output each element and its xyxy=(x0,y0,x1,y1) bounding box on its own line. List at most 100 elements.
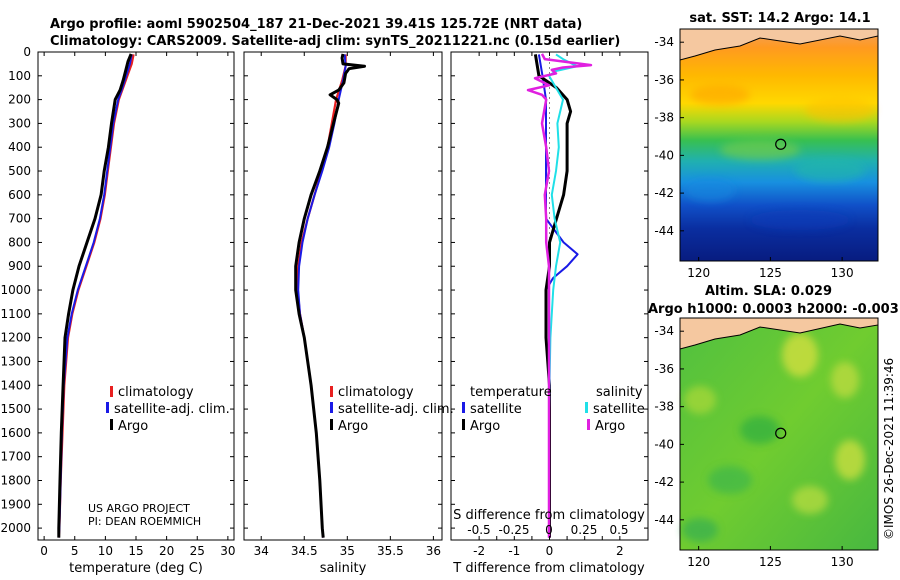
x-tick-label: 35.5 xyxy=(377,544,404,558)
x-tick-label: 0 xyxy=(40,544,48,558)
x-tick-label: 0 xyxy=(546,544,554,558)
difference-series xyxy=(526,52,593,540)
sla-map: 120 125 130 -34 -36 -38 -40 -42 -44 xyxy=(654,317,879,569)
depth-axis: 0 100 200 300 400 500 600 700 800 900 1000 1100 1200… xyxy=(0,45,648,535)
x-tick-label: 20 xyxy=(159,544,174,558)
map-lat-label: -36 xyxy=(654,362,674,376)
series-line-satellite-adj-clim- xyxy=(57,54,133,538)
map-lat-label: -40 xyxy=(654,148,674,162)
temperature-panel-frame xyxy=(37,51,235,541)
legend-swatch-t-argo xyxy=(462,419,465,430)
sst-texture xyxy=(685,85,875,230)
sla-texture xyxy=(682,333,865,542)
legend-swatch-satellite xyxy=(106,402,109,413)
argo-position-marker xyxy=(775,427,787,439)
sla-map-title-line1: Altim. SLA: 0.029 xyxy=(705,284,832,299)
legend-swatch-s-argo xyxy=(587,419,590,430)
legend-label-t-argo: Argo xyxy=(470,419,500,434)
depth-tick-label: 1200 xyxy=(0,331,31,345)
figure-title-line1: Argo profile: aoml 5902504_187 21-Dec-20… xyxy=(50,17,582,32)
legend-label-climatology: climatology xyxy=(118,385,194,400)
s-diff-tick-label: 0.5 xyxy=(609,523,628,537)
x-tick-label: 5 xyxy=(71,544,79,558)
legend-label-satellite: satellite-adj. clim. xyxy=(114,402,230,417)
x-axis-ticks: 0 5 10 15 20 25 30 34 34.5 35 35.5 36 -2 -1 0 2 -0.5 -0.2… xyxy=(40,52,629,558)
s-diff-tick-label: 0 xyxy=(545,523,553,537)
depth-tick-label: 1400 xyxy=(0,378,31,392)
series-line-satellite-adj-clim- xyxy=(297,54,347,538)
legend-label-argo: Argo xyxy=(338,419,368,434)
map-lat-label: -42 xyxy=(654,475,674,489)
salinity-panel-frame xyxy=(243,51,443,541)
map-lon-label: 130 xyxy=(831,555,854,569)
depth-tick-label: 1100 xyxy=(0,307,31,321)
depth-tick-label: 500 xyxy=(8,164,31,178)
legend-swatch-climatology xyxy=(330,386,333,397)
x-tick-label: 30 xyxy=(220,544,235,558)
x-tick-label: 15 xyxy=(128,544,143,558)
figure-title-line2: Climatology: CARS2009. Satellite-adj cli… xyxy=(50,34,620,49)
s-diff-tick-label: 0.25 xyxy=(571,523,598,537)
x-tick-label: 10 xyxy=(98,544,113,558)
sst-map-ticks: 120 125 130 -34 -36 -38 -40 -42 -44 xyxy=(654,35,853,280)
legend-swatch-satellite xyxy=(330,402,333,413)
depth-tick-label: 1000 xyxy=(0,283,31,297)
map-lat-label: -42 xyxy=(654,186,674,200)
depth-tick-label: 400 xyxy=(8,140,31,154)
s-difference-xlabel: S difference from climatology xyxy=(453,508,645,523)
argo-position-marker xyxy=(775,138,787,150)
map-lon-label: 125 xyxy=(759,266,782,280)
depth-tick-label: 100 xyxy=(8,69,31,83)
series-line-argo xyxy=(57,53,133,538)
map-lat-label: -38 xyxy=(654,111,674,125)
temperature-series xyxy=(57,53,135,538)
temperature-legend: climatology satellite-adj. clim. Argo US… xyxy=(88,385,230,528)
depth-tick-label: 1900 xyxy=(0,497,31,511)
depth-tick-label: 900 xyxy=(8,259,31,273)
map-lat-label: -44 xyxy=(654,224,674,238)
legend-title-salinity: salinity xyxy=(596,385,643,400)
depth-tick-label: 0 xyxy=(23,45,31,59)
x-tick-label: 34 xyxy=(254,544,269,558)
series-line-climatology xyxy=(296,54,347,538)
x-tick-label: 35 xyxy=(340,544,355,558)
legend-swatch-s-satellite xyxy=(585,402,588,413)
s-diff-tick-label: -0.5 xyxy=(467,523,490,537)
salinity-series xyxy=(294,53,366,538)
map-lat-label: -34 xyxy=(654,35,674,49)
x-tick-label: 36 xyxy=(426,544,441,558)
sla-map-frame xyxy=(679,317,879,551)
depth-tick-label: 700 xyxy=(8,212,31,226)
legend-swatch-climatology xyxy=(110,386,113,397)
sla-map-ticks: 120 125 130 -34 -36 -38 -40 -42 -44 xyxy=(654,324,853,569)
imos-timestamp: ©IMOS 26-Dec-2021 11:39:46 xyxy=(882,358,896,540)
legend-label-s-argo: Argo xyxy=(595,419,625,434)
legend-label-satellite: satellite-adj. clim. xyxy=(338,402,454,417)
s-diff-tick-label: -0.25 xyxy=(498,523,529,537)
x-tick-label: 2 xyxy=(616,544,624,558)
sst-map-frame xyxy=(679,28,879,262)
series-line-s-satellite xyxy=(548,53,578,538)
credit-line1: US ARGO PROJECT xyxy=(88,502,190,515)
difference-xlabel: T difference from climatology xyxy=(452,561,645,576)
legend-title-temperature: temperature xyxy=(470,385,552,400)
map-lon-label: 130 xyxy=(831,266,854,280)
credit-line2: PI: DEAN ROEMMICH xyxy=(88,515,201,528)
depth-tick-label: 1700 xyxy=(0,450,31,464)
depth-tick-label: 600 xyxy=(8,188,31,202)
salinity-legend: climatology satellite-adj. clim. Argo xyxy=(330,385,454,434)
x-tick-label: -1 xyxy=(508,544,520,558)
series-line-climatology xyxy=(57,54,135,538)
series-line-s-argo xyxy=(526,53,593,538)
map-lat-label: -38 xyxy=(654,400,674,414)
depth-tick-label: 200 xyxy=(8,93,31,107)
depth-tick-label: 1800 xyxy=(0,473,31,487)
map-lon-label: 120 xyxy=(687,266,710,280)
x-tick-label: -2 xyxy=(473,544,485,558)
depth-tick-label: 300 xyxy=(8,116,31,130)
legend-label-climatology: climatology xyxy=(338,385,414,400)
legend-label-argo: Argo xyxy=(118,419,148,434)
series-line-argo xyxy=(294,53,366,538)
difference-legend: temperature salinity satellite Argo sate… xyxy=(462,385,645,434)
